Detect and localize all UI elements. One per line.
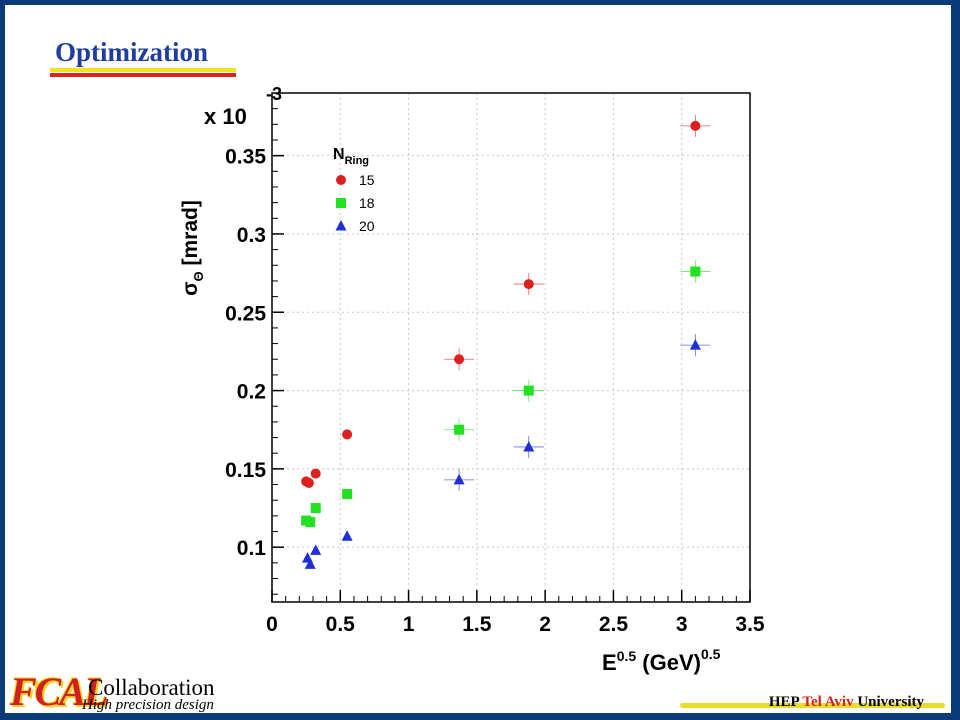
x-tick-label: 1.5 xyxy=(462,613,492,636)
legend-marker-circle xyxy=(336,175,346,185)
legend-label: 18 xyxy=(359,195,375,211)
x-tick-label: 0.5 xyxy=(326,613,356,636)
y-label-symbol: σ xyxy=(179,281,202,295)
point-square-18 xyxy=(690,266,701,277)
svg-text:σΘ [mrad]: σΘ [mrad] xyxy=(179,200,206,296)
y-label-sub: Θ xyxy=(191,271,206,281)
slide-canvas: Optimization xyxy=(5,5,951,713)
legend-label: 20 xyxy=(359,218,375,234)
university-suffix: University xyxy=(857,694,924,710)
point-circle-15 xyxy=(454,354,465,365)
point-square-18 xyxy=(342,488,353,499)
x-tick-label: 1 xyxy=(403,613,415,636)
y-tick-label: 0.25 xyxy=(225,302,266,325)
legend-marker-square xyxy=(336,198,346,208)
point-triangle-20 xyxy=(341,530,353,541)
point-triangle-20 xyxy=(689,339,701,350)
x-tick-label: 3 xyxy=(676,613,688,636)
point-square-18 xyxy=(454,424,465,435)
y-tick-label: 0.2 xyxy=(237,381,266,404)
legend-title-sub: Ring xyxy=(345,155,369,167)
y-axis-multiplier-exponent: -3 xyxy=(266,84,282,104)
y-label-unit: [mrad] xyxy=(179,200,202,271)
tagline-text: High precision design xyxy=(82,697,214,713)
y-tick-label: 0.3 xyxy=(237,224,266,247)
point-circle-15 xyxy=(690,120,701,131)
university-prefix: HEP xyxy=(768,694,799,710)
x-tick-label: 3.5 xyxy=(735,613,765,636)
point-square-18 xyxy=(310,503,321,514)
title-underline-red xyxy=(50,73,236,77)
point-circle-15 xyxy=(342,429,353,440)
point-square-18 xyxy=(305,517,316,528)
fcal-logo: FCAL xyxy=(10,669,108,714)
legend-title: NRing xyxy=(333,146,369,167)
y-axis-label-text: σΘ [mrad] xyxy=(179,200,206,296)
point-triangle-20 xyxy=(310,544,322,555)
x-tick-label: 2.5 xyxy=(599,613,629,636)
y-axis-label: σΘ [mrad] xyxy=(179,200,206,296)
point-triangle-20 xyxy=(453,473,465,485)
title-underline-yellow xyxy=(50,68,236,72)
axis-ticks: 0 0.5 1 1.5 2 2.5 3 3.5 0.1 0.15 0.2 0.25 0.3 0.35 xyxy=(225,108,765,636)
point-circle-15 xyxy=(523,279,534,290)
y-tick-label: 0.35 xyxy=(225,146,266,169)
legend-label: 15 xyxy=(359,172,375,188)
point-triangle-20 xyxy=(304,558,316,569)
point-square-18 xyxy=(523,385,534,396)
footer-stripe xyxy=(680,703,945,708)
y-tick-label: 0.15 xyxy=(225,459,266,482)
x-tick-label: 2 xyxy=(539,613,551,636)
legend-marker-triangle xyxy=(335,220,347,231)
y-tick-label: 0.1 xyxy=(237,537,267,560)
point-circle-15 xyxy=(310,468,321,479)
y-axis-multiplier: x 10 xyxy=(204,104,247,129)
legend: NRing 15 18 20 xyxy=(333,146,375,234)
plot-frame xyxy=(271,92,751,603)
x-tick-label: 0 xyxy=(266,613,278,636)
university-label: HEP Tel Aviv University xyxy=(769,694,924,711)
x-axis-label: E0.5 (GeV)0.5 xyxy=(602,646,721,675)
grid-lines xyxy=(272,93,750,602)
slide-title: Optimization xyxy=(55,37,208,67)
collaboration-label: Collaboration xyxy=(88,675,215,700)
data-points xyxy=(301,120,701,569)
point-circle-15 xyxy=(303,477,314,488)
point-triangle-20 xyxy=(523,440,535,452)
university-highlight: Tel Aviv xyxy=(802,694,854,710)
